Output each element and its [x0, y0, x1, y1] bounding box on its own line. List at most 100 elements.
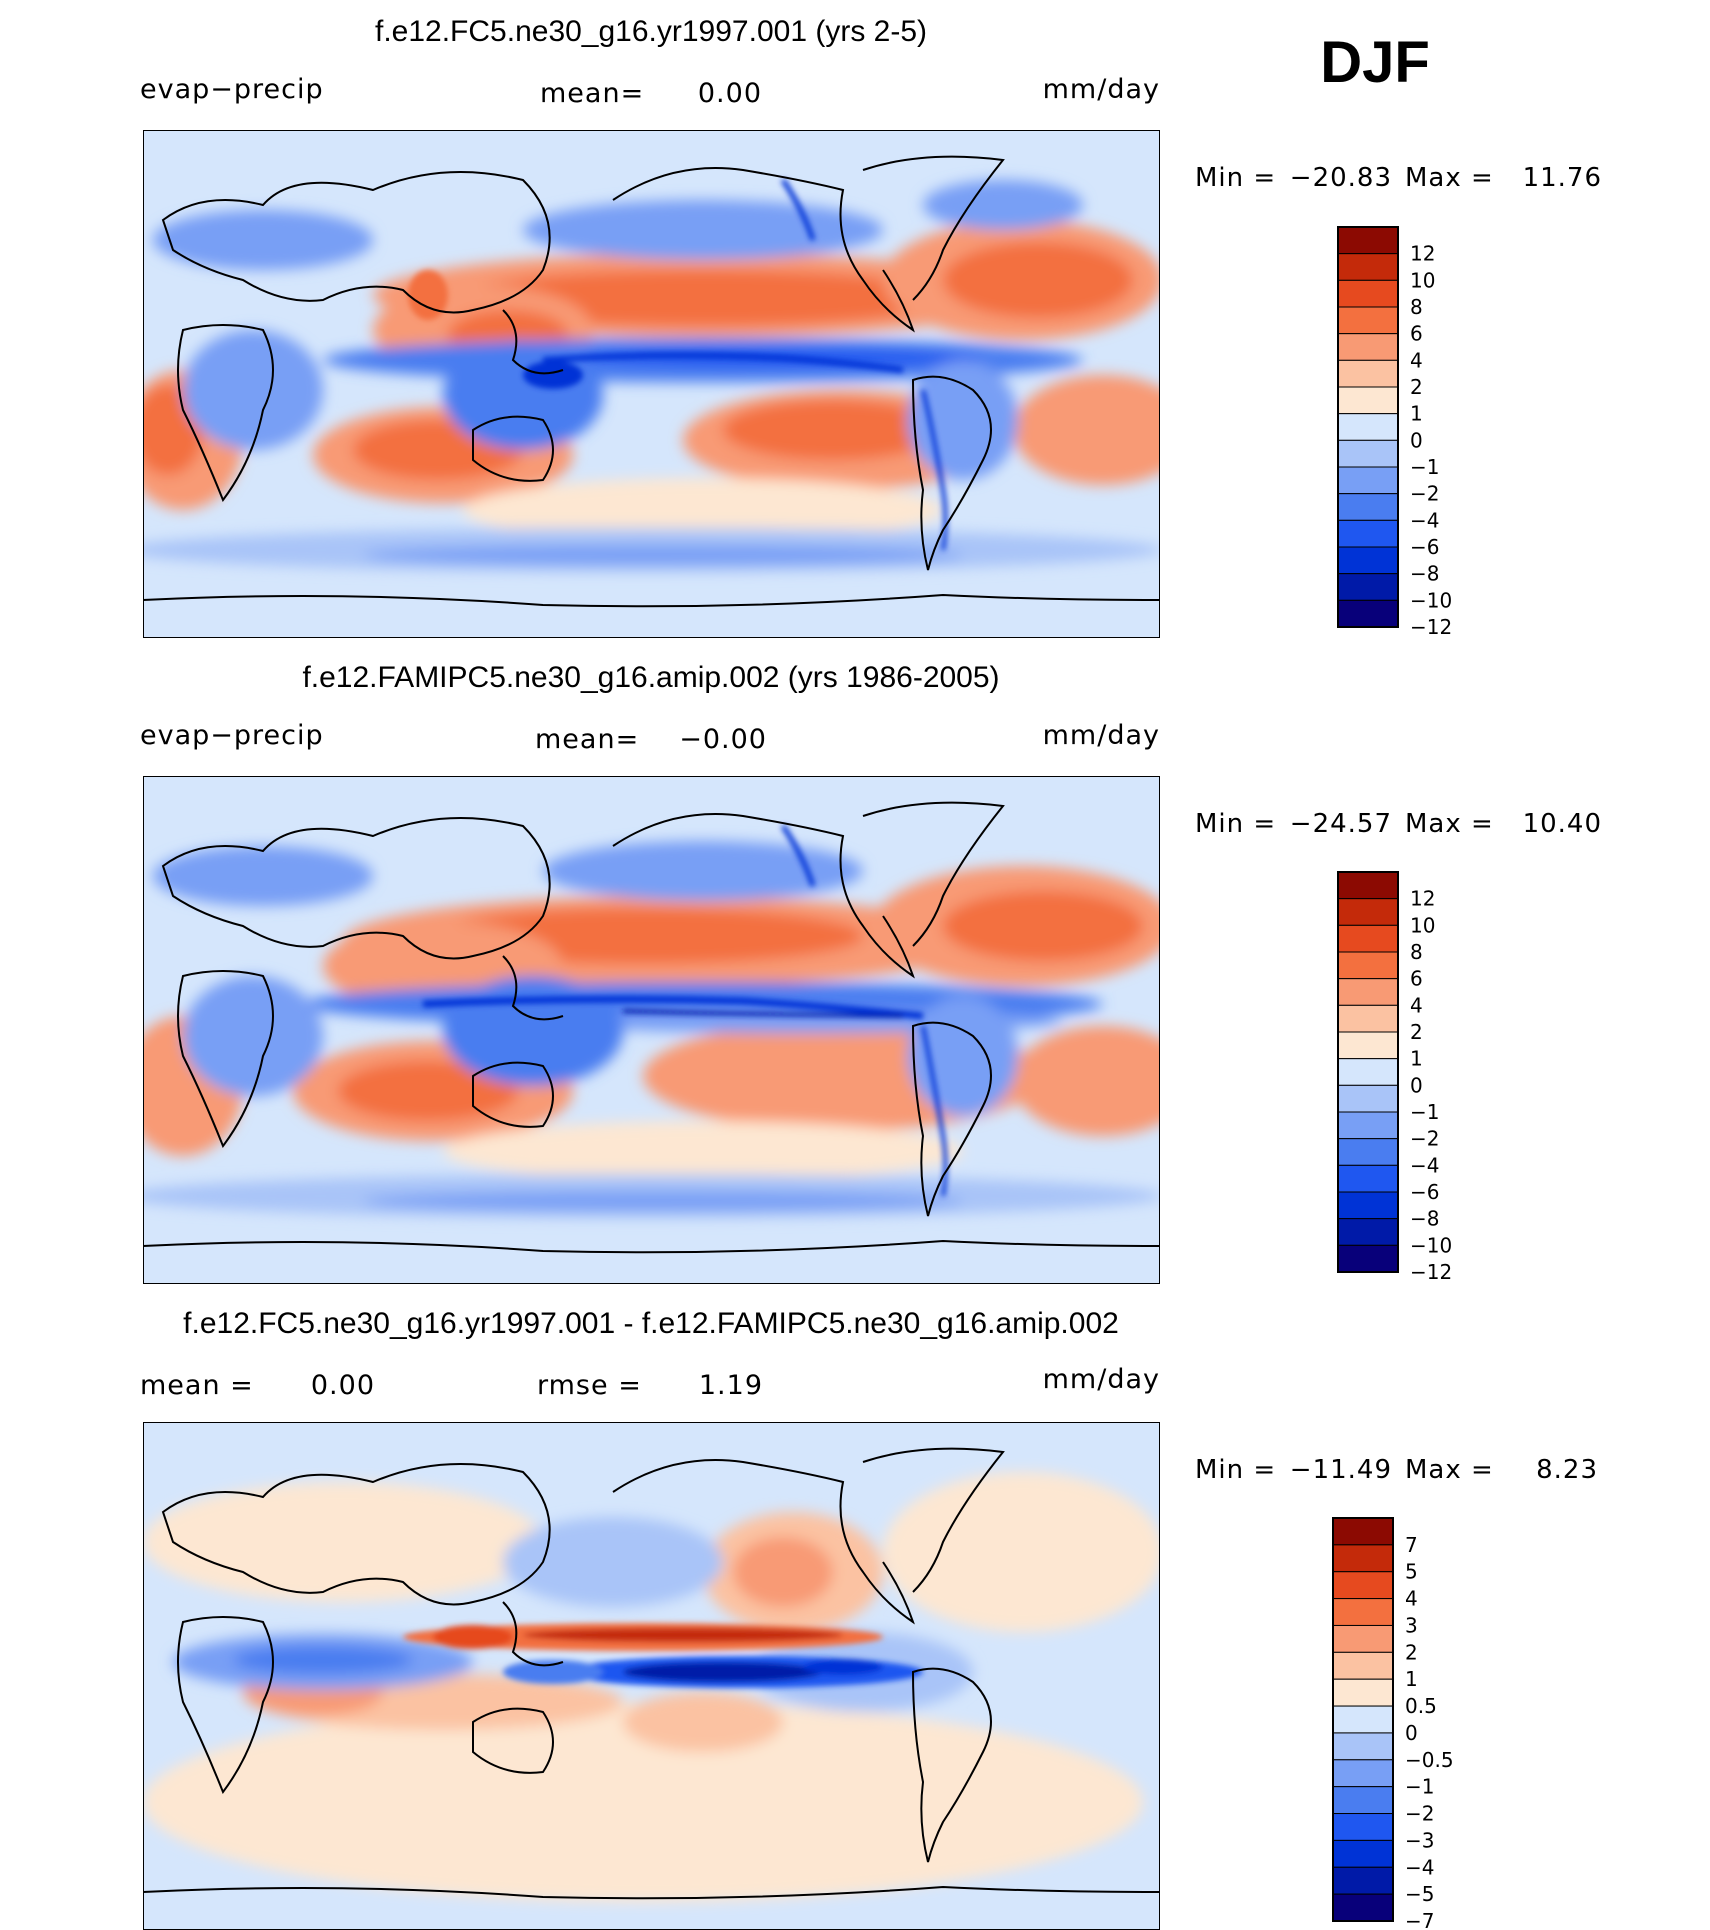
panel-3-min-value: −11.49	[1290, 1455, 1392, 1485]
panel-1-units: mm/day	[1043, 74, 1160, 105]
panel-3-mean-label: mean =	[140, 1370, 254, 1401]
panel-3-mean-value: 0.00	[311, 1370, 375, 1401]
colorbar-tick-label: 7	[1405, 1533, 1418, 1557]
panel-2-mean-value: −0.00	[679, 724, 767, 755]
colorbar-tick-label: 8	[1410, 295, 1423, 319]
colorbar-swatch	[1332, 1651, 1394, 1680]
colorbar-tick-label: 0	[1405, 1721, 1418, 1745]
colorbar-swatch	[1332, 1624, 1394, 1653]
panel-3-map	[143, 1422, 1160, 1930]
panel-2-max-label: Max =	[1405, 809, 1494, 839]
colorbar-swatch	[1337, 466, 1399, 495]
colorbar-tick-label: 0.5	[1405, 1694, 1437, 1718]
colorbar-swatch	[1337, 1111, 1399, 1140]
panel-1-mean-value: 0.00	[698, 78, 762, 109]
colorbar-tick-label: 4	[1410, 348, 1423, 372]
panel-2-max-value: 10.40	[1523, 809, 1602, 839]
colorbar-swatch	[1337, 1004, 1399, 1033]
colorbar-tick-label: −8	[1410, 562, 1439, 586]
colorbar-swatch	[1332, 1893, 1394, 1922]
colorbar-swatch	[1337, 333, 1399, 361]
colorbar-frame	[1332, 1517, 1394, 1922]
panel-1-max-value: 11.76	[1523, 163, 1602, 193]
panel-3-max-value: 8.23	[1536, 1455, 1598, 1485]
colorbar-tick-label: −3	[1405, 1828, 1434, 1852]
colorbar-tick-label: 5	[1405, 1560, 1418, 1584]
colorbar-swatch	[1337, 1058, 1399, 1086]
panel-1-map	[143, 130, 1160, 638]
colorbar-tick-label: −4	[1405, 1855, 1434, 1879]
panel-3-rmse-label: rmse =	[537, 1370, 642, 1401]
panel-1-min-value: −20.83	[1290, 163, 1392, 193]
field-fine-scale	[403, 1623, 923, 1688]
colorbar-tick-label: −8	[1410, 1207, 1439, 1231]
colorbar-tick-label: −2	[1410, 1127, 1439, 1151]
colorbar-tick-label: −1	[1405, 1775, 1434, 1799]
colorbar-tick-label: −12	[1410, 1260, 1452, 1284]
colorbar-tick-label: −12	[1410, 615, 1452, 639]
colorbar-swatch	[1337, 951, 1399, 980]
panel-3-max-label: Max =	[1405, 1455, 1494, 1485]
panel-3-rmse-value: 1.19	[699, 1370, 763, 1401]
colorbar-swatch	[1337, 924, 1399, 953]
colorbar-tick-label: 2	[1410, 1020, 1423, 1044]
panel-2-mean-label: mean=	[535, 724, 639, 755]
panel-1-mean-label: mean=	[540, 78, 644, 109]
colorbar-swatch	[1337, 1244, 1399, 1273]
colorbar-tick-label: 3	[1405, 1613, 1418, 1637]
panel-1: f.e12.FC5.ne30_g16.yr1997.001 (yrs 2-5) …	[140, 15, 1602, 639]
colorbar-frame	[1337, 226, 1399, 628]
colorbar-swatch	[1337, 898, 1399, 926]
colorbar-frame	[1337, 871, 1399, 1273]
colorbar-swatch	[1337, 1084, 1399, 1113]
colorbar-tick-label: −4	[1410, 1153, 1439, 1177]
panel-1-min-label: Min =	[1195, 163, 1276, 193]
field-fine-scale	[408, 178, 948, 551]
colorbar-swatch	[1337, 1191, 1399, 1220]
colorbar-swatch	[1332, 1839, 1394, 1868]
colorbar-swatch	[1332, 1678, 1394, 1707]
panel-1-title: f.e12.FC5.ne30_g16.yr1997.001 (yrs 2-5)	[375, 15, 927, 48]
coastlines	[143, 1447, 1160, 1900]
colorbar-tick-label: 8	[1410, 940, 1423, 964]
colorbar-swatch	[1337, 519, 1399, 548]
colorbar-swatch	[1332, 1866, 1394, 1895]
colorbar-swatch	[1337, 1138, 1399, 1166]
colorbar-tick-label: 4	[1405, 1587, 1418, 1611]
colorbar-tick-label: −2	[1410, 482, 1439, 506]
colorbar-swatch	[1332, 1732, 1394, 1761]
panel-3-title: f.e12.FC5.ne30_g16.yr1997.001 - f.e12.FA…	[183, 1307, 1119, 1340]
colorbar-tick-label: −2	[1405, 1802, 1434, 1826]
colorbar-swatch	[1332, 1813, 1394, 1841]
colorbar-swatch	[1337, 279, 1399, 308]
colorbar-swatch	[1337, 359, 1399, 388]
panel-3-colorbar: 7 5 43 2 1 0.5 0 −0.5 −1 −2−3 −4 −5 −7	[1332, 1517, 1454, 1930]
panel-2-variable-label: evap−precip	[140, 720, 324, 751]
colorbar-swatch	[1337, 386, 1399, 415]
colorbar-tick-label: −1	[1410, 1100, 1439, 1124]
colorbar-tick-label: 12	[1410, 887, 1435, 911]
colorbar-swatch	[1332, 1571, 1394, 1600]
colorbar-tick-label: 0	[1410, 428, 1423, 452]
colorbar-tick-label: 10	[1410, 913, 1435, 937]
colorbar-swatch	[1337, 413, 1399, 441]
colorbar-swatch	[1337, 1218, 1399, 1246]
colorbar-swatch	[1332, 1598, 1394, 1626]
field-large-scale	[143, 841, 1160, 1218]
colorbar-tick-label: 1	[1405, 1667, 1418, 1691]
field-large-scale	[143, 1472, 1160, 1902]
colorbar-swatch	[1337, 546, 1399, 575]
colorbar-swatch	[1337, 226, 1399, 255]
panel-3: f.e12.FC5.ne30_g16.yr1997.001 - f.e12.FA…	[140, 1307, 1598, 1930]
colorbar-swatch	[1337, 306, 1399, 335]
coastlines	[143, 801, 1160, 1254]
colorbar-tick-label: 6	[1410, 322, 1423, 346]
panel-2-min-label: Min =	[1195, 809, 1276, 839]
season-label: DJF	[1320, 30, 1430, 95]
colorbar-swatch	[1332, 1759, 1394, 1788]
colorbar-tick-label: −10	[1410, 588, 1452, 612]
colorbar-tick-label: 2	[1405, 1640, 1418, 1664]
colorbar-swatch	[1337, 573, 1399, 601]
